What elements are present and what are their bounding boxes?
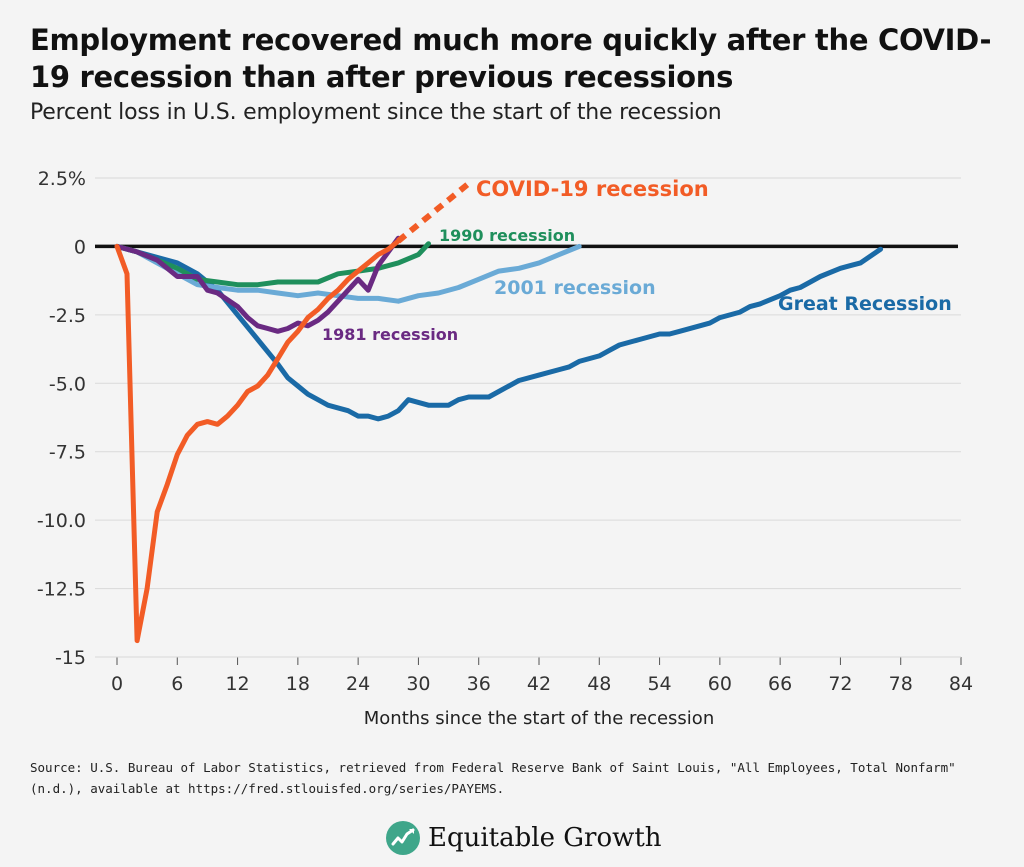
series-label: 2001 recession [494,277,656,299]
series-line [114,243,884,422]
y-tick-label: -10.0 [37,510,86,532]
x-tick-label: 66 [768,673,792,695]
x-tick-label: 78 [889,673,913,695]
y-axis: 2.5% 0 -2.5 -5.0 -7.5 -10.0 -12.5 -15 [37,168,86,669]
y-tick-label: -7.5 [49,442,86,464]
x-tick-label: 24 [346,673,370,695]
x-tick-label: 54 [647,673,671,695]
x-tick-label: 0 [111,673,123,695]
logo-text: Equitable Growth [428,823,662,853]
x-tick-label: 84 [949,673,973,695]
series-line [114,238,401,644]
y-tick-label: -2.5 [49,305,86,327]
x-tick-label: 60 [708,673,732,695]
line-chart: 2.5% 0 -2.5 -5.0 -7.5 -10.0 -12.5 -15 0 6 12 18 24 3… [37,168,973,729]
series-label: COVID-19 recession [476,177,709,201]
series-labels: COVID-19 recession 1990 recession 2001 rec… [322,177,952,344]
series-label: Great Recession [778,293,952,315]
x-tick-label: 30 [406,673,430,695]
x-axis-label: Months since the start of the recession [364,708,714,729]
series-label: 1981 recession [322,325,458,344]
source-note: Source: U.S. Bureau of Labor Statistics,… [30,760,956,796]
series-label: 1990 recession [439,226,575,245]
x-tick-label: 72 [828,673,852,695]
chart-title: Employment recovered much more quickly a… [30,23,992,94]
x-tick-label: 36 [467,673,491,695]
x-axis: 0 6 12 18 24 30 36 42 48 54 60 66 72 78 84 [95,656,973,695]
logo: Equitable Growth [386,818,662,858]
series-line [114,241,431,288]
y-tick-label: 2.5% [38,168,86,190]
chart-subtitle: Percent loss in U.S. employment since th… [30,100,722,125]
x-tick-label: 6 [171,673,183,695]
series-line [114,235,401,334]
x-tick-label: 42 [527,673,551,695]
x-tick-label: 12 [225,673,249,695]
x-tick-label: 18 [286,673,310,695]
y-tick-label: -12.5 [37,579,86,601]
equitable-growth-logo-icon [386,821,420,855]
x-tick-label: 48 [587,673,611,695]
y-tick-label: -5.0 [49,373,86,395]
series-group [114,181,884,644]
y-tick-label: -15 [55,647,86,669]
y-tick-label: 0 [74,236,86,258]
series-line [114,243,582,304]
